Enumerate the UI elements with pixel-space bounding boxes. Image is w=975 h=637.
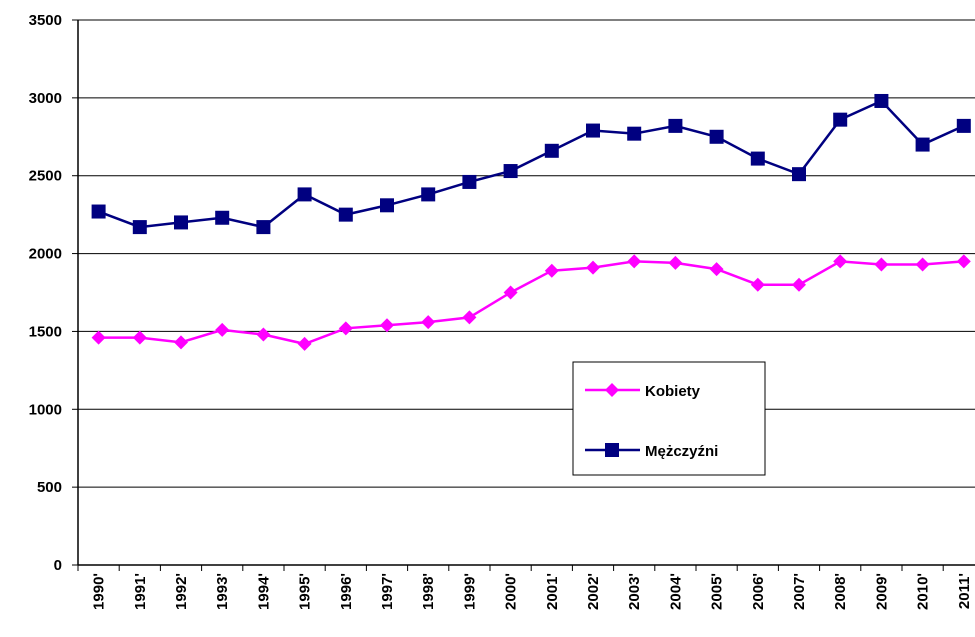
x-tick-label: 2001' [544,573,561,610]
x-tick-label: 2003' [626,573,643,610]
marker [586,123,600,138]
x-tick-label: 1998' [420,573,437,610]
x-tick-label: 2002' [585,573,602,610]
x-tick-label: 1991' [132,573,149,610]
marker [627,126,642,141]
x-tick-label: 2009' [873,573,890,610]
y-tick-label: 2000 [29,246,62,263]
marker [91,330,106,345]
marker [750,277,765,292]
marker [132,220,147,235]
marker [421,187,436,202]
x-tick-label: 1995' [297,573,314,610]
marker [792,167,806,182]
legend-label: Kobiety [645,383,701,400]
marker [544,263,559,278]
x-tick-label: 2010' [915,573,932,610]
x-tick-label: 1994' [255,573,272,610]
marker [380,198,394,213]
marker [586,260,600,275]
marker [338,321,353,336]
marker [256,220,271,235]
y-tick-label: 3500 [29,12,62,29]
marker [627,254,642,269]
y-tick-label: 3000 [29,90,62,107]
x-tick-label: 1997' [379,573,396,610]
y-tick-label: 1500 [29,323,62,340]
legend: Kobiety Mężczyźni [572,361,766,476]
marker [605,383,619,397]
marker [338,207,353,222]
marker [380,318,394,333]
marker [668,118,683,133]
marker [956,118,971,133]
marker [174,215,188,230]
marker [132,330,147,345]
marker [792,277,806,292]
marker [215,322,230,337]
series-line [98,260,964,346]
x-tick-label: 1990' [91,573,108,610]
marker [215,210,230,225]
marker [956,254,971,269]
marker [421,315,436,330]
x-tick-label: 2006' [750,573,767,610]
marker [709,262,724,277]
marker [544,143,559,158]
x-tick-label: 2004' [667,573,684,610]
x-tick-label: 1992' [173,573,190,610]
marker [174,335,188,350]
series-line [98,99,965,229]
x-tick-label: 1993' [214,573,231,610]
legend-label: Mężczyźni [645,443,718,460]
marker [462,174,477,189]
x-tick-label: 1996' [338,573,355,610]
marker [668,255,683,270]
marker [297,336,312,351]
marker [833,112,848,127]
x-tick-label: 2008' [832,573,849,610]
marker [874,93,889,108]
x-tick-label: 2007' [791,573,808,610]
y-tick-label: 1000 [29,401,62,418]
marker [605,443,619,457]
x-tick-label: 2011' [956,573,973,609]
marker [915,137,930,152]
marker [874,257,889,272]
marker [833,254,848,269]
x-tick-label: 2005' [709,573,726,610]
marker [462,310,477,325]
y-tick-label: 500 [37,479,62,496]
y-tick-label: 2500 [29,168,62,185]
marker [256,327,271,342]
x-tick-label: 2000' [503,573,520,610]
marker [503,285,518,300]
x-tick-label: 1999' [461,573,478,610]
marker [91,204,106,219]
marker [297,187,312,202]
marker [709,129,724,144]
y-tick-label: 0 [54,557,62,574]
marker [503,164,518,179]
marker [750,151,765,166]
marker [915,257,930,272]
